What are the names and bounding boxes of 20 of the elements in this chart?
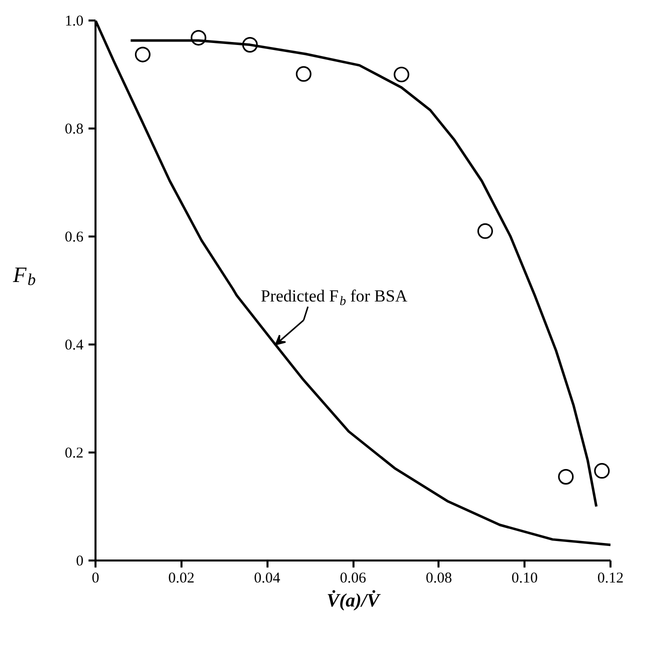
- y-tick-label: 0.6: [64, 230, 84, 246]
- x-axis-title: V̇(a)/V̇: [326, 590, 381, 612]
- y-tick-label: 1.0: [64, 14, 84, 30]
- point: [594, 463, 610, 479]
- y-tick-label: 0.4: [64, 338, 84, 354]
- point: [477, 223, 493, 239]
- y-tick-label: 0.2: [64, 446, 84, 462]
- point: [134, 46, 151, 62]
- point: [296, 66, 312, 82]
- x-tick-label: 0.02: [168, 570, 194, 586]
- point: [394, 66, 410, 82]
- x-tick-label: 0.10: [512, 570, 538, 586]
- x-tick-label: 0.04: [254, 570, 281, 586]
- point: [558, 469, 574, 485]
- x-tick-label: 0.06: [340, 570, 367, 586]
- x-tick-label: 0.12: [597, 570, 624, 586]
- x-tick-label: 0.08: [426, 570, 452, 586]
- x-tick-label: 0: [92, 570, 100, 586]
- y-tick-label: 0.8: [64, 122, 84, 138]
- y-tick-label: 0: [76, 554, 84, 570]
